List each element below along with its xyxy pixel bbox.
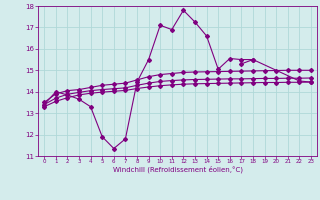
X-axis label: Windchill (Refroidissement éolien,°C): Windchill (Refroidissement éolien,°C) bbox=[113, 166, 243, 173]
